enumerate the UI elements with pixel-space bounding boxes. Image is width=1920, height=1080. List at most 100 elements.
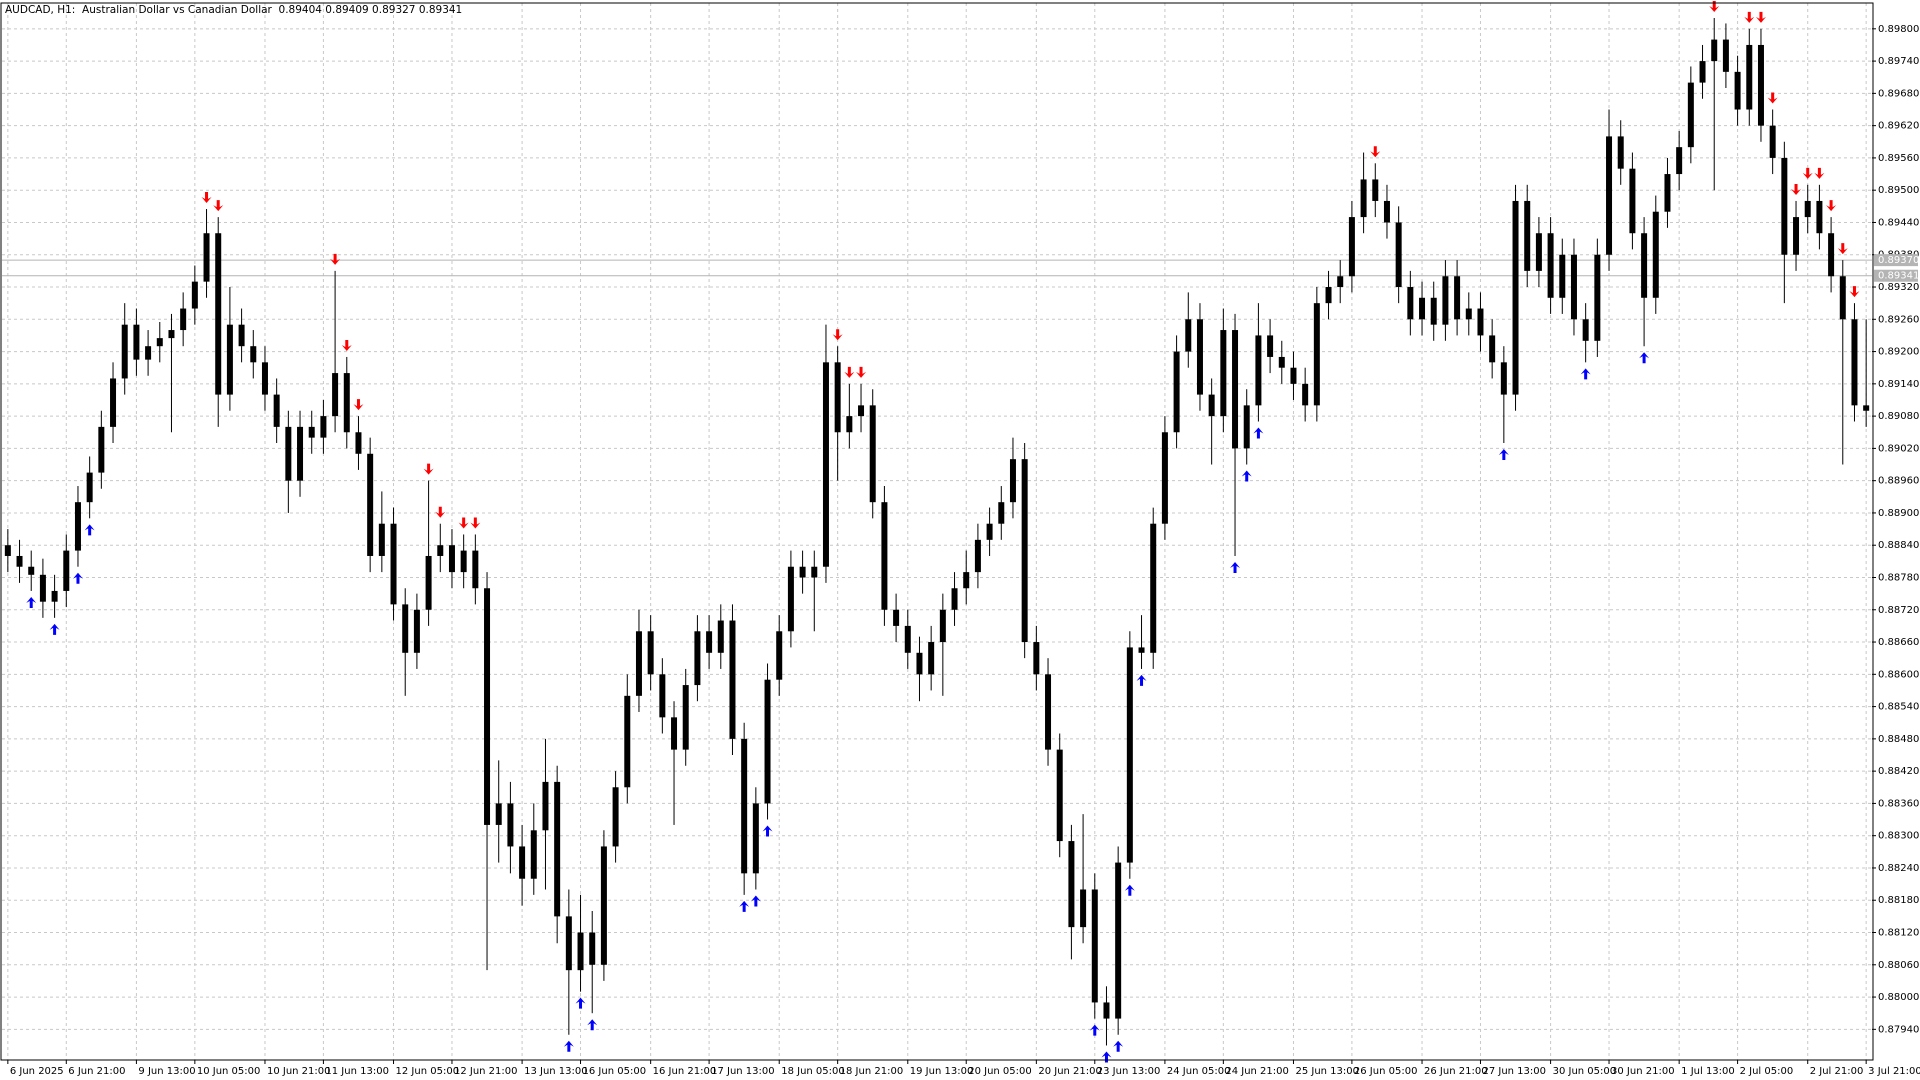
candle-body xyxy=(1302,383,1309,406)
candle-body xyxy=(1383,200,1390,223)
plot-border xyxy=(0,2,1874,1061)
candle-body xyxy=(1407,287,1414,320)
y-tick-label: 0.88540 xyxy=(1878,702,1919,713)
buy-arrow xyxy=(26,596,37,608)
candle-body xyxy=(799,566,806,578)
candle-body xyxy=(226,324,233,395)
x-tick-label: 17 Jun 13:00 xyxy=(711,1066,775,1077)
candle-body xyxy=(1033,642,1040,675)
candle-body xyxy=(1045,674,1052,750)
y-tick-label: 0.88240 xyxy=(1878,863,1919,874)
candle-body xyxy=(1769,125,1776,158)
candle-body xyxy=(1255,335,1262,406)
candle-body xyxy=(1793,217,1800,255)
candle-body xyxy=(706,631,713,653)
sell-arrow xyxy=(1826,200,1837,212)
candle-body xyxy=(1465,308,1472,320)
candle-body xyxy=(1828,233,1835,277)
buy-arrow xyxy=(1241,470,1252,482)
candle-body xyxy=(74,502,81,551)
sell-arrow xyxy=(458,517,469,529)
candle-body xyxy=(589,932,596,965)
y-tick-label: 0.89560 xyxy=(1878,153,1919,164)
buy-arrow xyxy=(1498,449,1509,461)
candle-body xyxy=(1290,367,1297,384)
y-tick-label: 0.88960 xyxy=(1878,476,1919,487)
x-tick-label: 12 Jun 05:00 xyxy=(396,1066,460,1077)
candle-body xyxy=(1687,82,1694,148)
buy-arrow xyxy=(84,524,95,536)
candle-body xyxy=(1196,319,1203,395)
candle-body xyxy=(507,803,514,847)
candle-body xyxy=(437,545,444,556)
candle-body xyxy=(320,416,327,438)
sell-arrow xyxy=(1837,243,1848,255)
x-tick-label: 24 Jun 05:00 xyxy=(1167,1066,1231,1077)
candle-body xyxy=(367,453,374,556)
x-tick-label: 30 Jun 05:00 xyxy=(1553,1066,1617,1077)
candle-body xyxy=(1489,335,1496,363)
x-tick-label: 20 Jun 21:00 xyxy=(1038,1066,1102,1077)
y-tick-label: 0.87940 xyxy=(1878,1024,1919,1035)
candle-body xyxy=(1220,330,1227,417)
sell-arrow xyxy=(1709,1,1720,13)
candle-body xyxy=(624,695,631,788)
candle-body xyxy=(741,738,748,874)
candle-body xyxy=(916,652,923,675)
candle-body xyxy=(939,609,946,643)
price-label: 0.89370 xyxy=(1878,255,1919,266)
y-tick-label: 0.89800 xyxy=(1878,24,1919,35)
candle-body xyxy=(402,604,409,653)
candle-body xyxy=(1103,1002,1110,1019)
buy-arrow xyxy=(49,623,60,635)
candle-body xyxy=(1126,647,1133,863)
candle-body xyxy=(1781,157,1788,255)
buy-arrow xyxy=(1089,1024,1100,1036)
sell-arrow xyxy=(856,366,867,378)
x-tick-label: 9 Jun 13:00 xyxy=(138,1066,195,1077)
sell-arrow xyxy=(353,399,364,411)
x-tick-label: 6 Jun 21:00 xyxy=(68,1066,125,1077)
candle-body xyxy=(542,781,549,831)
x-tick-label: 3 Jul 21:00 xyxy=(1868,1066,1920,1077)
x-tick-label: 27 Jun 13:00 xyxy=(1482,1066,1546,1077)
candle-body xyxy=(1652,211,1659,298)
y-tick-label: 0.88420 xyxy=(1878,766,1919,777)
candle-body xyxy=(168,330,175,339)
candle-body xyxy=(1676,147,1683,175)
candle-body xyxy=(1161,432,1168,524)
candle-body xyxy=(191,281,198,309)
y-tick-label: 0.88480 xyxy=(1878,734,1919,745)
candle-body xyxy=(1243,405,1250,449)
candle-body xyxy=(671,717,678,750)
x-tick-label: 18 Jun 21:00 xyxy=(840,1066,904,1077)
candle-body xyxy=(16,555,23,567)
x-tick-label: 2 Jul 21:00 xyxy=(1810,1066,1864,1077)
candle-body xyxy=(1757,44,1764,126)
candle-body xyxy=(180,308,187,331)
candle-body xyxy=(1337,276,1344,288)
x-tick-label: 6 Jun 2025 xyxy=(10,1066,64,1077)
y-tick-label: 0.88000 xyxy=(1878,992,1919,1003)
candle-body xyxy=(1722,39,1729,72)
chart-title: AUDCAD, H1: Australian Dollar vs Canadia… xyxy=(5,4,462,16)
candle-body xyxy=(1267,335,1274,357)
x-tick-label: 11 Jun 13:00 xyxy=(325,1066,389,1077)
candle-body xyxy=(682,685,689,750)
candle-body xyxy=(1348,217,1355,277)
candle-body xyxy=(1839,276,1846,320)
y-tick-label: 0.89740 xyxy=(1878,56,1919,67)
candle-body xyxy=(1500,362,1507,395)
sell-arrow xyxy=(341,339,352,351)
candle-body xyxy=(238,324,245,347)
candle-body xyxy=(1080,889,1087,928)
plot xyxy=(4,1,1870,1063)
y-tick-label: 0.89020 xyxy=(1878,443,1919,454)
candle-body xyxy=(1150,523,1157,653)
candle-body xyxy=(647,631,654,675)
x-tick-label: 10 Jun 21:00 xyxy=(267,1066,331,1077)
sell-arrow xyxy=(1791,183,1802,195)
candle-body xyxy=(1056,749,1063,842)
buy-arrow xyxy=(1639,352,1650,364)
